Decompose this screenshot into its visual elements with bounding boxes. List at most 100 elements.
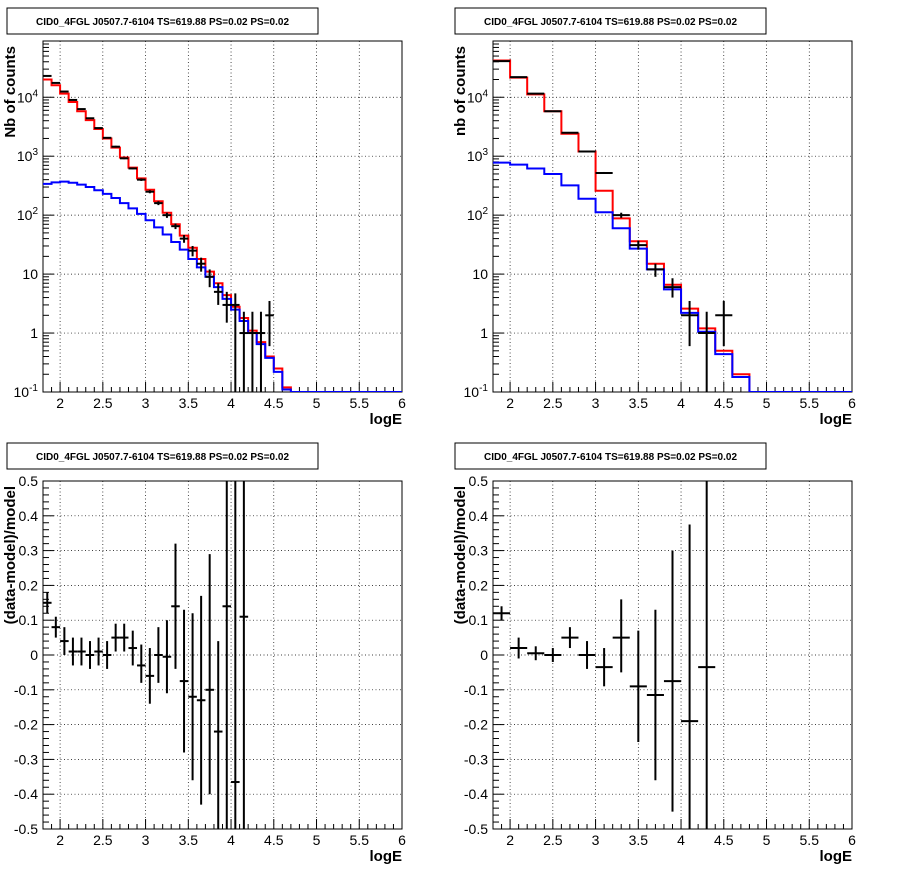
y-tick-label: 0.2 (469, 577, 489, 593)
data-point (239, 481, 249, 829)
x-tick-label: 3 (142, 395, 150, 411)
y-axis-ticks (43, 480, 54, 830)
y-tick-label: 0.4 (19, 508, 39, 524)
data-point (111, 145, 120, 148)
data-point (137, 644, 146, 683)
data-point (43, 592, 52, 614)
data-point (68, 98, 78, 101)
data-point (102, 136, 112, 139)
data-point (239, 311, 249, 392)
y-tick-label: 0.5 (469, 473, 489, 489)
title-box (454, 442, 767, 470)
x-tick-label: 6 (398, 832, 406, 848)
chart-title: CID0_4FGL J0507.7-6104 TS=619.88 PS=0.02… (36, 17, 289, 28)
y-tick-label: -0.5 (14, 821, 38, 837)
data-point (119, 157, 129, 160)
data-point (578, 641, 596, 669)
x-tick-label: 5.5 (350, 832, 370, 848)
y-tick-label: 103 (17, 147, 39, 164)
data-point (196, 257, 206, 272)
x-tick-label: 5.5 (800, 395, 820, 411)
y-tick-label: -0.2 (14, 717, 38, 733)
x-axis-label: logE (370, 848, 403, 865)
x-tick-label: 2 (506, 832, 514, 848)
data-point (60, 627, 69, 655)
data-point (629, 630, 647, 742)
data-point (145, 190, 155, 194)
y-axis-ticks (493, 40, 504, 393)
x-tick-label: 2 (56, 832, 64, 848)
x-tick-label: 2.5 (543, 395, 563, 411)
data-point (154, 201, 163, 206)
x-axis-ticks (42, 819, 403, 829)
data-point (698, 311, 716, 392)
x-tick-label: 4.5 (714, 832, 734, 848)
y-tick-label: -0.4 (14, 786, 38, 802)
plot-area (493, 59, 852, 392)
y-tick-label: 102 (17, 206, 39, 223)
data-point (128, 630, 138, 666)
x-tick-label: 5 (313, 395, 321, 411)
chart-panel-top-right: CID0_4FGL J0507.7-6104 TS=619.88 PS=0.02… (452, 7, 856, 428)
y-tick-label: -0.2 (464, 717, 488, 733)
y-tick-label: -0.5 (464, 821, 488, 837)
data-point (162, 212, 172, 218)
y-tick-label: 103 (467, 147, 489, 164)
y-axis-ticks (493, 480, 504, 830)
y-tick-label: 10 (22, 266, 38, 282)
data-point (698, 481, 716, 829)
data-point (188, 245, 197, 257)
x-tick-label: 3 (142, 832, 150, 848)
data-point (77, 108, 86, 111)
data-point (171, 543, 180, 669)
x-tick-label: 5 (763, 832, 771, 848)
plot-area (43, 481, 249, 829)
x-tick-label: 3 (592, 832, 600, 848)
plot-frame (42, 40, 403, 393)
x-tick-label: 3.5 (629, 395, 649, 411)
x-tick-label: 4 (677, 832, 685, 848)
y-tick-label: 0.2 (19, 577, 39, 593)
data-point (646, 263, 664, 277)
x-tick-label: 4.5 (714, 395, 734, 411)
title-box (6, 7, 319, 35)
y-tick-label: 104 (17, 88, 39, 105)
data-point (231, 293, 240, 392)
data-point (681, 300, 699, 347)
y-axis-label: (data-model)/model (2, 486, 19, 624)
x-tick-label: 4.5 (264, 832, 284, 848)
data-point (94, 637, 103, 666)
data-point (128, 167, 138, 170)
y-tick-label: 0.5 (19, 473, 39, 489)
plot-area (43, 74, 402, 392)
data-point (663, 550, 682, 812)
x-tick-label: 5.5 (350, 395, 370, 411)
plot-area (493, 481, 716, 829)
data-point (196, 595, 206, 805)
y-tick-label: 104 (467, 88, 489, 105)
data-point (213, 283, 223, 305)
y-tick-label: -0.4 (464, 786, 488, 802)
y-axis-label: (data-model)/model (452, 486, 469, 624)
data-point (145, 648, 155, 704)
y-tick-label: 0.1 (469, 612, 489, 628)
y-tick-label: 0 (480, 647, 488, 663)
model-component-histogram (43, 180, 402, 392)
x-axis-label: logE (820, 411, 853, 428)
x-tick-label: 2.5 (93, 395, 113, 411)
y-tick-label: 0 (30, 647, 38, 663)
data-point (205, 554, 214, 795)
x-tick-label: 5 (763, 395, 771, 411)
x-axis-label: logE (370, 411, 403, 428)
x-tick-label: 3 (592, 395, 600, 411)
data-point (102, 641, 112, 669)
y-axis-label: Nb of counts (2, 46, 19, 138)
x-tick-label: 4.5 (264, 395, 284, 411)
x-tick-label: 6 (848, 832, 856, 848)
x-tick-label: 5 (313, 832, 321, 848)
data-point (85, 117, 95, 120)
data-point (60, 90, 69, 93)
data-point (154, 627, 163, 683)
data-point (222, 481, 232, 829)
chart-panel-top-left: CID0_4FGL J0507.7-6104 TS=619.88 PS=0.02… (2, 7, 406, 428)
